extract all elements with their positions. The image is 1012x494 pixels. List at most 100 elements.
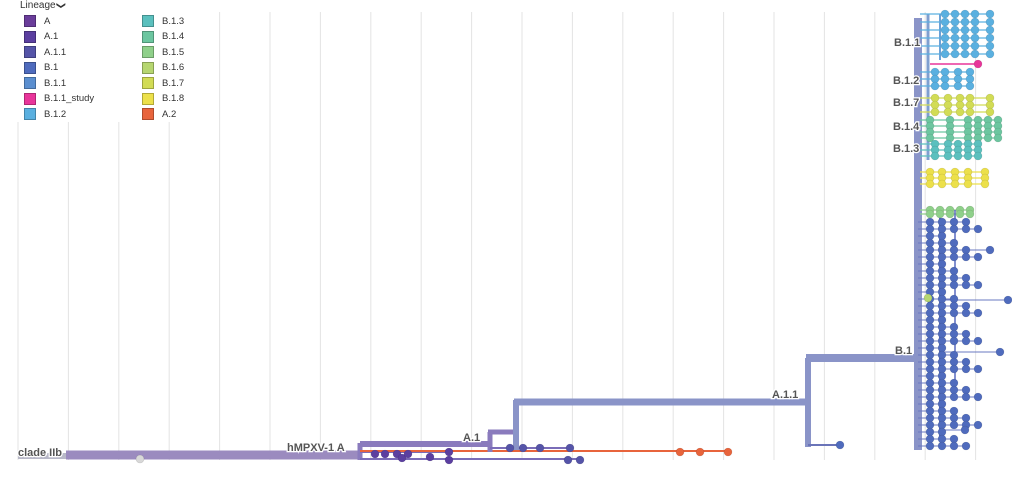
tip: [695, 447, 705, 457]
chevron-down-icon: ❯: [55, 1, 66, 10]
tip: [983, 133, 993, 143]
tip: [575, 455, 585, 465]
legend-item[interactable]: B.1.6: [142, 61, 184, 75]
tip: [444, 455, 454, 465]
tip: [565, 443, 575, 453]
grid-lines: [17, 12, 977, 460]
tip: [950, 33, 960, 43]
legend-label: A.1: [44, 31, 59, 42]
tip: [135, 454, 145, 464]
legend-label: B.1.2: [44, 108, 67, 120]
clade-label: A.1: [463, 432, 480, 444]
tip: [980, 179, 990, 189]
tip: [925, 209, 935, 219]
tip: [985, 41, 995, 51]
tip: [973, 336, 983, 346]
legend-title: Lineage: [20, 0, 56, 11]
tip: [535, 443, 545, 453]
tip: [723, 447, 733, 457]
tip: [949, 392, 959, 402]
tip: [985, 33, 995, 43]
tip: [930, 81, 940, 91]
tip: [937, 441, 947, 451]
tip: [973, 280, 983, 290]
tip: [963, 151, 973, 161]
tip: [953, 151, 963, 161]
tip: [973, 308, 983, 318]
legend-label: B.1.1_study: [44, 93, 95, 104]
tip: [925, 179, 935, 189]
tip: [403, 449, 413, 459]
tip: [370, 449, 380, 459]
clade-label: A.1.1: [772, 389, 798, 401]
legend-swatch: [142, 77, 154, 89]
tip: [965, 81, 975, 91]
tip: [940, 17, 950, 27]
legend-item[interactable]: B.1.1: [24, 76, 66, 90]
clade-label: B.1.1: [894, 37, 920, 49]
legend-swatch: [142, 108, 154, 120]
legend-item[interactable]: B.1.8: [142, 92, 184, 106]
tip: [940, 9, 950, 19]
tip: [940, 49, 950, 59]
tip: [995, 347, 1005, 357]
legend-swatch: [24, 108, 36, 120]
legend-item[interactable]: A.2: [142, 107, 176, 121]
legend-swatch: [142, 15, 154, 27]
tip: [973, 420, 983, 430]
tip: [960, 425, 970, 435]
legend-label: B.1.8: [162, 93, 185, 104]
tip: [960, 9, 970, 19]
legend-item[interactable]: B.1.4: [142, 30, 184, 44]
tip: [949, 224, 959, 234]
legend-label: B.1.1: [44, 77, 67, 89]
tip: [973, 59, 983, 69]
legend-label: B.1.4: [162, 31, 185, 42]
tip: [950, 41, 960, 51]
tip: [970, 9, 980, 19]
legend-item[interactable]: B.1.7: [142, 76, 184, 90]
tip: [949, 336, 959, 346]
tip: [963, 179, 973, 189]
legend-label: A.1.1: [44, 46, 67, 58]
legend-item[interactable]: B.1.2: [24, 107, 66, 121]
tip: [985, 107, 995, 117]
tip: [930, 151, 940, 161]
legend-swatch: [24, 61, 36, 74]
legend-item[interactable]: B.1: [24, 61, 58, 75]
tip: [985, 9, 995, 19]
legend-label: B.1.6: [162, 62, 185, 73]
legend-item[interactable]: B.1.1_study: [24, 92, 94, 106]
tip: [923, 293, 933, 303]
clade-label: hMPXV-1 A: [287, 442, 345, 454]
legend-item[interactable]: B.1.3: [142, 14, 184, 28]
tip: [949, 441, 959, 451]
tip: [961, 336, 971, 346]
legend-toggle[interactable]: Lineage❯: [20, 0, 66, 11]
tip: [425, 452, 435, 462]
tip: [973, 224, 983, 234]
legend-swatch: [24, 15, 36, 27]
legend-item[interactable]: B.1.5: [142, 45, 184, 59]
legend-item[interactable]: A.1.1: [24, 45, 66, 59]
legend-label: B.1: [44, 62, 59, 73]
tip: [1003, 295, 1012, 305]
tip: [961, 308, 971, 318]
tip: [505, 443, 515, 453]
tip: [935, 209, 945, 219]
tip: [985, 245, 995, 255]
tip: [955, 107, 965, 117]
tip: [380, 449, 390, 459]
tip: [675, 447, 685, 457]
tip: [950, 179, 960, 189]
tip: [985, 17, 995, 27]
tip: [949, 420, 959, 430]
legend-item[interactable]: A.1: [24, 30, 58, 44]
tip: [973, 151, 983, 161]
tip: [973, 364, 983, 374]
tip: [930, 107, 940, 117]
tip: [940, 25, 950, 35]
legend-swatch: [24, 46, 36, 58]
legend-item[interactable]: A: [24, 14, 50, 28]
